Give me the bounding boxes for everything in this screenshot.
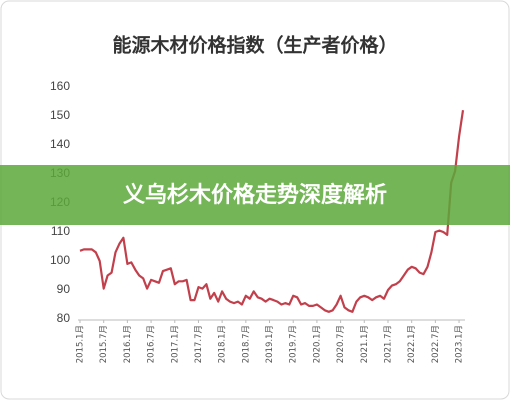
x-tick-label: 2015.1月 <box>76 325 86 363</box>
x-tick-label: 2017.1月 <box>170 325 180 363</box>
x-tick-label: 2022.7月 <box>431 325 441 363</box>
x-tick-label: 2023.1月 <box>455 325 465 363</box>
x-tick-label: 2015.7月 <box>99 325 109 363</box>
y-tick-label: 100 <box>50 253 70 267</box>
y-tick-label: 140 <box>50 137 70 151</box>
x-tick-label: 2018.1月 <box>218 325 228 363</box>
x-tick-label: 2019.1月 <box>265 325 275 363</box>
y-tick-label: 110 <box>51 224 70 238</box>
y-tick-label: 150 <box>50 108 70 122</box>
chart-title: 能源木材价格指数（生产者价格） <box>112 34 397 57</box>
x-tick-label: 2020.1月 <box>312 325 322 363</box>
x-tick-label: 2018.7月 <box>241 325 251 363</box>
x-tick-label: 2020.7月 <box>336 325 346 363</box>
x-tick-label: 2021.1月 <box>360 325 370 363</box>
x-tick-label: 2019.7月 <box>289 325 299 363</box>
x-tick-label: 2016.7月 <box>147 325 157 363</box>
banner-bg <box>0 165 510 225</box>
banner-text: 义乌杉木价格走势深度解析 <box>123 182 387 208</box>
x-tick-label: 2017.7月 <box>194 325 204 363</box>
y-tick-label: 160 <box>50 79 70 93</box>
x-tick-label: 2021.7月 <box>383 325 393 363</box>
x-tick-label: 2016.1月 <box>123 325 133 363</box>
x-tick-label: 2022.1月 <box>407 325 417 363</box>
y-tick-label: 90 <box>57 282 71 296</box>
y-tick-label: 80 <box>57 311 71 325</box>
line <box>79 110 465 313</box>
